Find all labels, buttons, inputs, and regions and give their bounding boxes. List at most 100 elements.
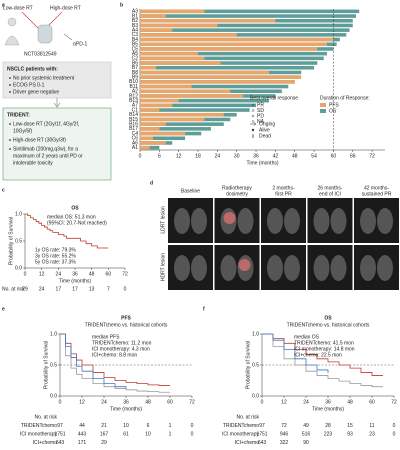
y-tick-label: 0.0 bbox=[50, 393, 57, 399]
legend-label: ICI monotherapy: 4.3 mon bbox=[92, 346, 150, 352]
x-tick-label: 60 bbox=[106, 271, 112, 277]
x-tick-label: 60 bbox=[369, 399, 375, 405]
x-tick-label: 0 bbox=[59, 399, 62, 405]
at-risk-count: 72 bbox=[281, 423, 287, 429]
x-tick-label: 72 bbox=[122, 271, 128, 277]
legend-swatch bbox=[320, 103, 326, 107]
at-risk-row-label: ICI+chemo bbox=[33, 440, 58, 446]
at-risk-count: 1751 bbox=[54, 431, 65, 437]
panel-letter: b bbox=[120, 2, 123, 8]
lung bbox=[330, 255, 347, 281]
at-risk-count: 97 bbox=[259, 423, 265, 429]
bar bbox=[140, 127, 160, 131]
x-tick-label: 0 bbox=[139, 153, 142, 159]
image-column-header: end of ICI bbox=[319, 191, 341, 197]
annotation: median OS: 51.3 mon bbox=[47, 214, 96, 220]
image-row-label: LDRT lesion bbox=[160, 206, 166, 234]
bar bbox=[140, 70, 269, 75]
row-label: C1 bbox=[132, 107, 139, 113]
at-risk-count: 10 bbox=[145, 431, 151, 437]
row-label: B13 bbox=[129, 98, 138, 104]
x-tick-label: 36 bbox=[253, 153, 259, 159]
legend-title: Best overall response bbox=[250, 95, 298, 101]
bar bbox=[140, 141, 166, 145]
bar bbox=[140, 122, 166, 126]
row-label: B14 bbox=[129, 112, 138, 118]
bar bbox=[140, 145, 150, 150]
at-risk-count: 29 bbox=[22, 286, 28, 292]
row-label: A6 bbox=[132, 140, 138, 146]
bar bbox=[140, 23, 218, 28]
chart-title: PFS bbox=[121, 315, 131, 321]
arm-label: Low-dose RT bbox=[3, 5, 33, 11]
at-risk-count: 28 bbox=[325, 423, 331, 429]
bar bbox=[140, 136, 153, 141]
x-tick-label: 60 bbox=[167, 399, 173, 405]
bar bbox=[140, 42, 327, 47]
regimen-box bbox=[2, 107, 112, 181]
lung bbox=[360, 208, 376, 234]
y-axis-title: Probability of Survival bbox=[43, 341, 49, 389]
x-tick-label: 36 bbox=[123, 399, 129, 405]
image-column-header: sustained PR bbox=[362, 191, 392, 197]
bar bbox=[140, 14, 356, 18]
at-risk-count: 643 bbox=[258, 440, 267, 446]
at-risk-count: 6 bbox=[147, 423, 150, 429]
at-risk-count: 1 bbox=[169, 431, 172, 437]
x-tick-label: 42 bbox=[273, 153, 279, 159]
lung bbox=[267, 208, 283, 234]
bar bbox=[140, 18, 276, 23]
lung bbox=[191, 208, 207, 234]
annotation: 3y OS rate: 55.2% bbox=[35, 253, 76, 259]
row-label: B15 bbox=[129, 117, 138, 123]
row-label: A7 bbox=[132, 103, 138, 109]
y-tick-label: 0.0 bbox=[15, 265, 22, 271]
panel-letter: c bbox=[2, 187, 5, 193]
row-label: B8 bbox=[132, 70, 138, 76]
y-tick-label: 0.0 bbox=[252, 393, 259, 399]
bar bbox=[140, 98, 269, 103]
legend-label: ICI+chemo: 22.5 mon bbox=[294, 352, 342, 358]
image-column-header: Baseline bbox=[181, 188, 200, 194]
bar bbox=[140, 56, 205, 61]
row-label: B5 bbox=[132, 42, 138, 48]
x-tick-label: 66 bbox=[350, 153, 356, 159]
survival-curve bbox=[60, 333, 170, 393]
arm-label: High-dose RT bbox=[50, 5, 81, 11]
x-tick-label: 36 bbox=[325, 399, 331, 405]
legend-label: PFS bbox=[329, 102, 339, 108]
at-risk-count: 0 bbox=[393, 423, 396, 429]
lung bbox=[284, 208, 300, 234]
x-tick-label: 12 bbox=[79, 399, 85, 405]
annotation: 5y OS rate: 37.3% bbox=[35, 259, 76, 265]
row-label: B2 bbox=[132, 18, 138, 24]
legend-marker bbox=[250, 122, 257, 126]
survival-curve bbox=[262, 333, 383, 388]
bullet bbox=[9, 148, 11, 150]
legend-label: OS bbox=[329, 108, 337, 114]
row-label: B16 bbox=[129, 121, 138, 127]
image-column-header: dosimetry bbox=[226, 191, 248, 197]
x-tick-label: 18 bbox=[195, 153, 201, 159]
row-label: C4 bbox=[132, 131, 139, 137]
lung bbox=[313, 255, 330, 281]
at-risk-count: 443 bbox=[78, 431, 87, 437]
legend-label: ICI+chemo: 8.8 mon bbox=[92, 352, 137, 358]
flow-arrow bbox=[53, 98, 61, 108]
bar bbox=[140, 103, 173, 108]
bullet bbox=[9, 139, 11, 141]
box-title: TRIDENT: bbox=[7, 112, 30, 118]
y-tick-label: 0.5 bbox=[252, 362, 259, 368]
row-label: B6 bbox=[132, 60, 138, 66]
bar bbox=[140, 127, 211, 131]
at-risk-count: 24 bbox=[39, 286, 45, 292]
row-label: B3 bbox=[132, 23, 138, 29]
at-risk-count: 15 bbox=[347, 423, 353, 429]
bullet bbox=[9, 84, 11, 86]
legend-marker bbox=[251, 114, 255, 118]
panel-letter: e bbox=[2, 306, 5, 312]
legend-marker bbox=[251, 128, 255, 132]
row-label: A5 bbox=[132, 51, 138, 57]
bar bbox=[140, 84, 289, 89]
chart-title: OS bbox=[71, 205, 79, 211]
